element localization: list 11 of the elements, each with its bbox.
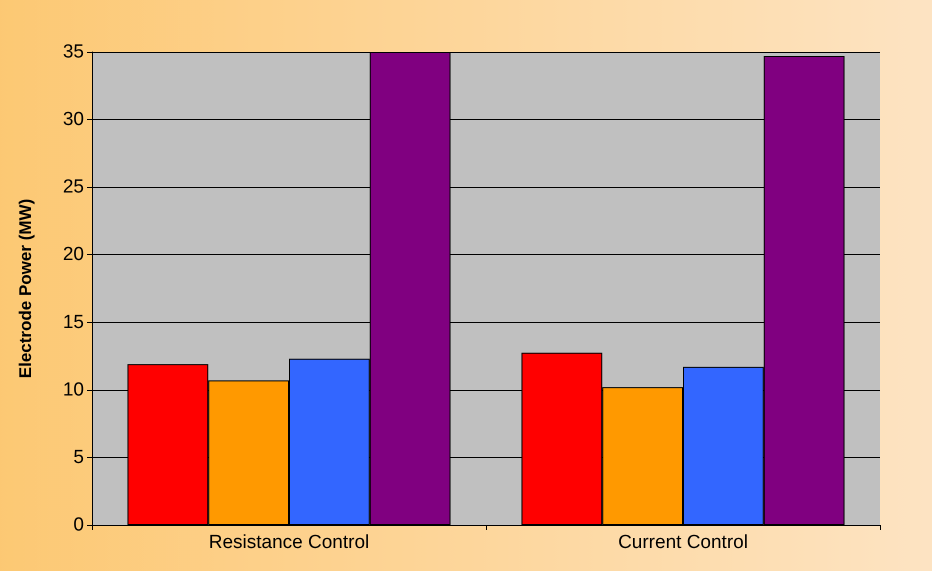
x-tick-label: Current Control	[618, 532, 748, 553]
y-tick-label: 5	[73, 446, 84, 468]
y-axis-title: Electrode Power (MW)	[16, 198, 35, 378]
y-tick-label: 35	[62, 42, 84, 62]
y-tick-label: 10	[62, 379, 84, 400]
y-tick-label: 25	[62, 176, 84, 198]
y-tick-label: 30	[62, 109, 84, 130]
x-tick-label: Resistance Control	[208, 532, 370, 553]
y-tick-label: 20	[62, 244, 84, 266]
y-tick-label: 0	[73, 514, 84, 536]
y-tick-label: 15	[62, 312, 84, 333]
